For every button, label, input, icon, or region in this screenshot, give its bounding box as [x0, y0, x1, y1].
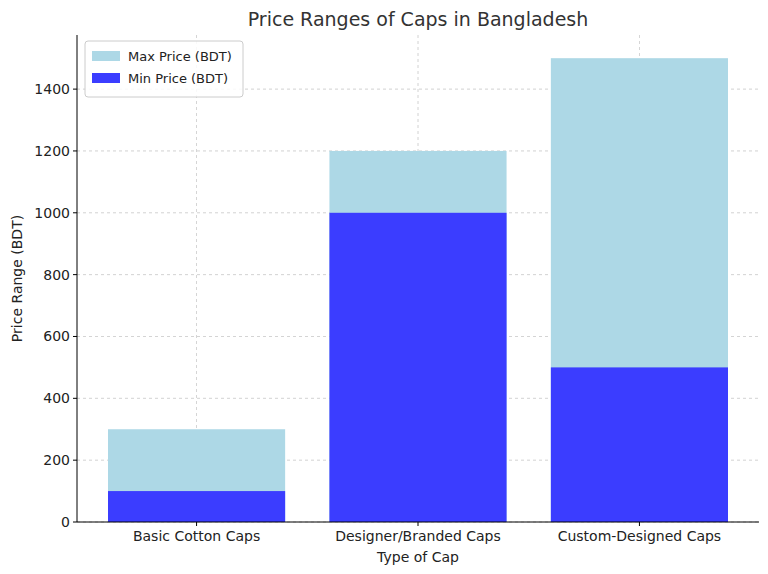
x-axis-label: Type of Cap — [376, 549, 459, 565]
bar — [329, 151, 506, 522]
y-tick-label: 0 — [61, 514, 70, 530]
bar — [329, 213, 506, 522]
y-tick — [73, 274, 77, 275]
legend-swatch — [92, 73, 120, 83]
background — [0, 0, 768, 574]
y-tick-label: 400 — [43, 390, 70, 406]
legend-label: Min Price (BDT) — [128, 71, 228, 86]
y-tick — [73, 150, 77, 151]
y-tick-label: 1200 — [34, 143, 70, 159]
bar — [108, 429, 285, 522]
legend-swatch — [92, 51, 120, 61]
y-tick — [73, 212, 77, 213]
bar — [551, 58, 728, 522]
bar — [551, 367, 728, 522]
y-tick-label: 1400 — [34, 81, 70, 97]
legend-box — [85, 41, 243, 97]
y-tick-label: 200 — [43, 452, 70, 468]
chart: 0 200 400 600 800 1000 1200 1400 Basic Cotton Ca… — [0, 0, 768, 574]
y-tick — [73, 89, 77, 90]
y-tick — [73, 336, 77, 337]
x-tick — [639, 522, 640, 526]
x-tick-label: Designer/Branded Caps — [335, 528, 501, 544]
bars — [108, 58, 728, 522]
bar — [108, 491, 285, 522]
y-axis-label: Price Range (BDT) — [9, 215, 25, 342]
x-tick — [418, 522, 419, 526]
x-tick-label: Custom-Designed Caps — [558, 528, 722, 544]
y-tick-label: 600 — [43, 328, 70, 344]
legend-label: Max Price (BDT) — [128, 49, 232, 64]
x-tick — [196, 522, 197, 526]
title: Price Ranges of Caps in Bangladesh — [248, 8, 589, 30]
y-tick — [73, 522, 77, 523]
y-tick-label: 1000 — [34, 205, 70, 221]
legend: Max Price (BDT) Min Price (BDT) — [85, 41, 243, 97]
y-tick-label: 800 — [43, 267, 70, 283]
y-tick — [73, 460, 77, 461]
y-tick — [73, 398, 77, 399]
x-tick-label: Basic Cotton Caps — [133, 528, 260, 544]
y-axis-line — [77, 35, 78, 522]
